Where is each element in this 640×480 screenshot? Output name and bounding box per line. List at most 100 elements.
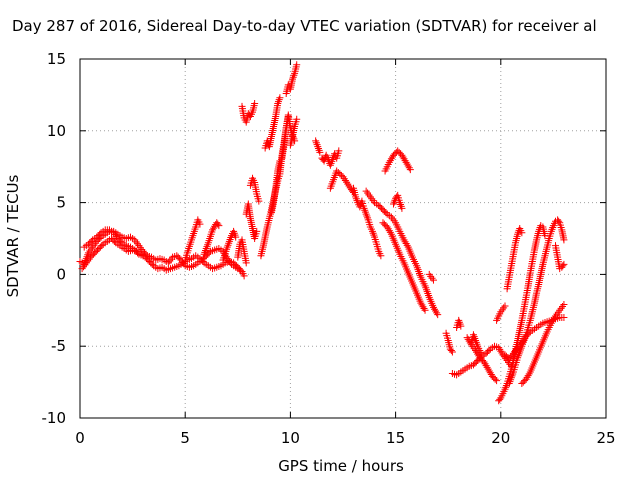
data-point xyxy=(484,365,492,373)
data-point xyxy=(196,220,204,228)
data-point xyxy=(406,166,414,174)
data-point xyxy=(483,363,491,371)
x-tick-label: 0 xyxy=(75,429,85,447)
data-point xyxy=(87,237,95,245)
data-point xyxy=(382,209,390,217)
data-point xyxy=(419,303,427,311)
data-point xyxy=(385,227,393,235)
data-point xyxy=(232,233,240,241)
data-point xyxy=(98,242,106,250)
data-point xyxy=(215,222,223,230)
data-point xyxy=(210,224,218,232)
data-point xyxy=(403,160,411,168)
x-tick-label: 10 xyxy=(281,429,300,447)
data-point xyxy=(397,202,405,210)
y-tick-label: -10 xyxy=(42,409,67,427)
data-point xyxy=(549,223,557,231)
data-point xyxy=(559,262,567,270)
data-point xyxy=(276,94,284,102)
data-point xyxy=(447,347,455,355)
data-point xyxy=(369,229,377,237)
data-point xyxy=(485,347,493,355)
data-point xyxy=(404,162,412,170)
x-tick-label: 5 xyxy=(180,429,190,447)
data-point xyxy=(485,367,493,375)
data-point xyxy=(334,168,342,176)
data-point xyxy=(370,231,378,239)
data-point xyxy=(401,157,409,165)
data-point xyxy=(520,336,528,344)
data-point xyxy=(560,301,568,309)
data-point xyxy=(478,351,486,359)
data-point xyxy=(525,370,533,378)
data-point xyxy=(335,147,343,155)
data-point xyxy=(560,313,568,321)
data-point xyxy=(400,155,408,163)
data-point xyxy=(385,158,393,166)
data-point xyxy=(519,338,527,346)
x-tick-label: 15 xyxy=(386,429,405,447)
data-point xyxy=(333,167,341,175)
data-point xyxy=(431,305,439,313)
data-point xyxy=(274,98,282,106)
data-points xyxy=(76,61,568,405)
data-point xyxy=(432,307,440,315)
data-point xyxy=(403,241,411,249)
data-point xyxy=(400,236,408,244)
data-point xyxy=(493,377,501,385)
data-point xyxy=(293,61,301,69)
data-point xyxy=(139,252,147,260)
data-point xyxy=(560,260,568,268)
data-point xyxy=(496,395,504,403)
data-point xyxy=(397,201,405,209)
data-point xyxy=(405,164,413,172)
data-point xyxy=(491,375,499,383)
data-point xyxy=(96,230,104,238)
data-point xyxy=(386,228,394,236)
data-point xyxy=(420,305,428,313)
data-point xyxy=(398,204,406,212)
data-point xyxy=(148,260,156,268)
data-point xyxy=(117,237,125,245)
data-point xyxy=(214,220,222,228)
data-point xyxy=(555,217,563,225)
data-point xyxy=(316,148,324,156)
data-point xyxy=(199,257,207,265)
data-point xyxy=(502,383,510,391)
data-point xyxy=(495,344,503,352)
data-point xyxy=(501,302,509,310)
data-point xyxy=(481,360,489,368)
data-point xyxy=(457,322,465,330)
data-point xyxy=(401,238,409,246)
data-point xyxy=(387,155,395,163)
x-axis-label: GPS time / hours xyxy=(278,457,404,475)
data-point xyxy=(384,225,392,233)
data-point xyxy=(548,225,556,233)
data-point xyxy=(290,71,298,79)
data-point xyxy=(525,329,533,337)
data-point xyxy=(486,369,494,377)
grid-lines xyxy=(79,58,607,419)
y-tick-label: 0 xyxy=(56,265,66,283)
data-point xyxy=(383,223,391,231)
data-point xyxy=(482,362,490,370)
data-point xyxy=(402,240,410,248)
data-point xyxy=(275,96,283,104)
data-point xyxy=(518,229,526,237)
data-point xyxy=(429,276,437,284)
data-point xyxy=(448,348,456,356)
data-point xyxy=(134,249,142,257)
data-point xyxy=(433,309,441,317)
data-point xyxy=(398,151,406,159)
y-tick-label: 5 xyxy=(56,194,66,212)
data-point xyxy=(110,237,118,245)
data-point xyxy=(498,349,506,357)
y-tick-label: 15 xyxy=(47,50,66,68)
data-point xyxy=(293,115,301,123)
data-point xyxy=(522,375,530,383)
data-point xyxy=(421,306,429,314)
data-point xyxy=(255,197,263,205)
data-point xyxy=(209,226,217,234)
data-point xyxy=(496,345,504,353)
